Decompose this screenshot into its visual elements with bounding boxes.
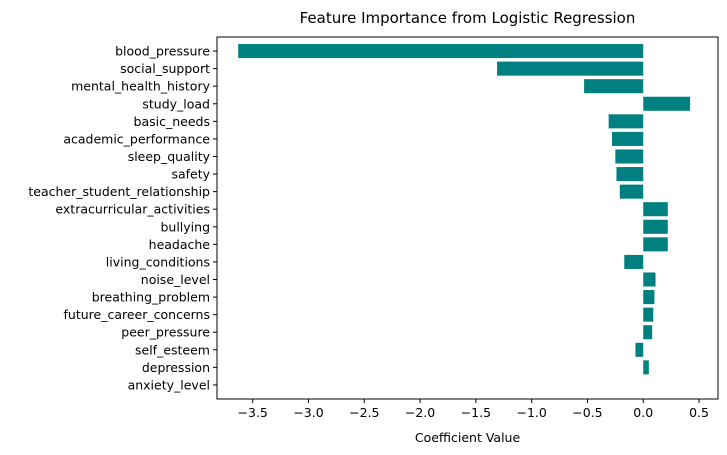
bar-future_career_concerns xyxy=(643,307,654,322)
x-tick-label: −0.5 xyxy=(572,405,602,420)
y-tick-label: breathing_problem xyxy=(92,290,210,305)
y-tick-label: noise_level xyxy=(141,272,210,287)
bar-self_esteem xyxy=(635,342,644,357)
y-tick-label: depression xyxy=(142,360,210,375)
y-tick-label: social_support xyxy=(120,61,210,76)
x-tick-label: 0.5 xyxy=(689,405,709,420)
bar-breathing_problem xyxy=(643,290,655,305)
y-tick-label: living_conditions xyxy=(106,254,210,269)
bar-basic_needs xyxy=(608,114,644,129)
x-tick-label: −2.0 xyxy=(405,405,435,420)
y-tick-label: sleep_quality xyxy=(128,149,211,164)
bar-headache xyxy=(643,237,668,252)
bar-mental_health_history xyxy=(584,79,644,94)
y-tick-label: bullying xyxy=(160,219,210,234)
chart-title: Feature Importance from Logistic Regress… xyxy=(300,9,636,27)
y-tick-label: teacher_student_relationship xyxy=(28,184,210,199)
x-axis-label: Coefficient Value xyxy=(415,430,521,445)
y-tick-label: headache xyxy=(149,237,211,252)
x-tick-label: −2.5 xyxy=(349,405,379,420)
bar-teacher_student_relationship xyxy=(619,184,644,199)
bar-sleep_quality xyxy=(615,149,644,164)
y-tick-label: safety xyxy=(171,167,210,182)
y-tick-label: anxiety_level xyxy=(128,377,210,392)
bar-blood_pressure xyxy=(238,44,644,59)
y-tick-label: extracurricular_activities xyxy=(55,202,210,217)
bar-study_load xyxy=(643,96,691,111)
x-tick-label: 0.0 xyxy=(633,405,653,420)
y-tick-label: mental_health_history xyxy=(71,79,210,94)
x-tick-label: −1.5 xyxy=(461,405,491,420)
bar-social_support xyxy=(497,61,644,76)
y-tick-label: study_load xyxy=(142,96,210,111)
y-tick-label: peer_pressure xyxy=(121,325,210,340)
x-tick-label: −1.0 xyxy=(516,405,546,420)
bar-peer_pressure xyxy=(643,325,653,340)
plot-frame xyxy=(216,36,719,400)
bar-living_conditions xyxy=(624,254,644,269)
bar-noise_level xyxy=(643,272,656,287)
x-tick-label: −3.0 xyxy=(293,405,323,420)
y-tick-label: academic_performance xyxy=(63,131,210,146)
x-axis-ticks: −3.5 −3.0 −2.5 −2.0 −1.5 −1.0 −0.5 0.0 0.5 xyxy=(238,399,709,420)
y-tick-label: self_esteem xyxy=(135,342,210,357)
bar-extracurricular_activities xyxy=(643,202,668,217)
y-tick-label: basic_needs xyxy=(134,114,210,129)
bar-safety xyxy=(616,167,644,182)
y-tick-label: future_career_concerns xyxy=(64,307,210,322)
bars-group xyxy=(238,44,691,375)
bar-academic_performance xyxy=(611,131,644,146)
bar-bullying xyxy=(643,219,668,234)
y-axis-ticks: blood_pressure social_support mental_healt… xyxy=(28,44,217,392)
x-tick-label: −3.5 xyxy=(238,405,268,420)
y-tick-label: blood_pressure xyxy=(115,44,210,59)
bar-depression xyxy=(643,360,649,375)
